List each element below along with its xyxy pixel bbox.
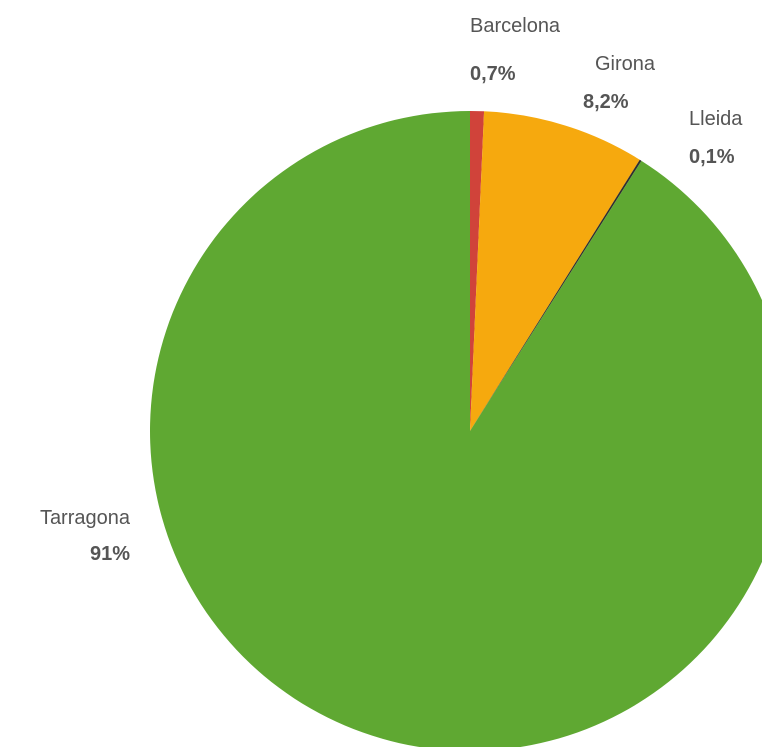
pie-slice-lleida <box>470 159 642 432</box>
slice-value-lleida: 0,1% <box>689 146 735 168</box>
slice-name-barcelona: Barcelona <box>470 15 561 37</box>
pie-slices <box>150 111 762 747</box>
slice-label-girona: Girona 8,2% <box>583 53 656 113</box>
pie-slice-girona <box>470 111 640 432</box>
slice-name-lleida: Lleida <box>689 108 743 130</box>
slice-value-tarragona: 91% <box>90 543 130 565</box>
slice-name-girona: Girona <box>595 53 656 75</box>
slice-value-barcelona: 0,7% <box>470 63 516 85</box>
slice-label-lleida: Lleida 0,1% <box>689 108 743 168</box>
slice-label-barcelona: Barcelona 0,7% <box>470 15 561 85</box>
slice-label-tarragona: Tarragona 91% <box>40 507 131 565</box>
pie-slice-tarragona <box>150 111 762 747</box>
slice-name-tarragona: Tarragona <box>40 507 131 529</box>
pie-slice-barcelona <box>470 111 485 431</box>
slice-value-girona: 8,2% <box>583 91 629 113</box>
